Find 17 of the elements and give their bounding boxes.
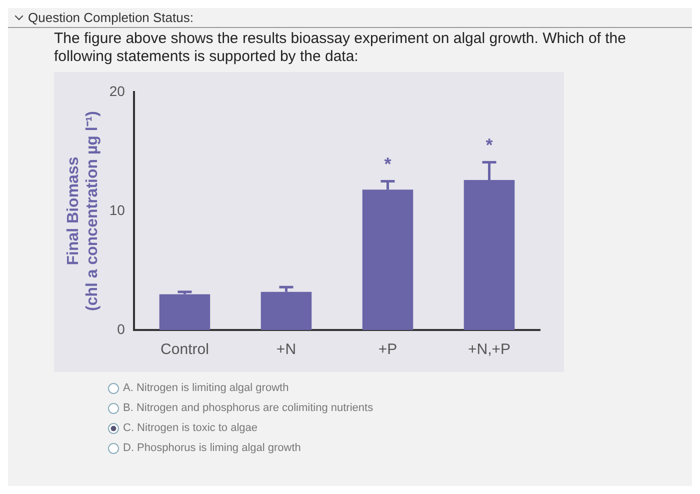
text: B. Nitrogen and phosphorus are colimiting nutrients — [122, 401, 374, 416]
x-tick-label: Control — [160, 341, 209, 358]
bar — [159, 294, 210, 330]
text: A. Nitrogen is limiting algal growth — [122, 381, 290, 396]
y-tick-label: 0 — [117, 320, 126, 337]
annotation: * — [486, 135, 493, 156]
y-axis-title: Final Biomass (chl a concentration µg l⁻¹) — [65, 110, 102, 312]
chart-title: The figure above shows the results bioassay experiment on algal growth. Which of the following statements is supported by the data: — [54, 30, 627, 66]
text: Question Completion Status: — [8, 8, 692, 28]
x-tick-label: +N,+P — [468, 341, 511, 358]
y-tick-label: 20 — [109, 82, 126, 99]
y-tick-label: 10 — [109, 202, 126, 218]
text: C. Nitrogen is toxic to algae — [122, 421, 259, 436]
text: D. Phosphorus is liming algal growth — [122, 441, 302, 456]
x-tick-label: +N — [276, 341, 296, 358]
x-tick-label: +P — [378, 341, 398, 358]
annotation: * — [384, 154, 392, 174]
